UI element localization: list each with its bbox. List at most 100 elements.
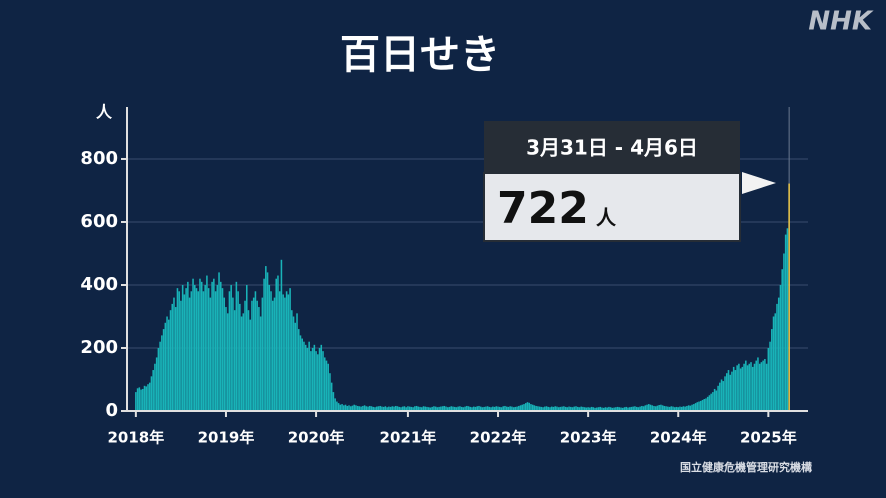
source: 国立健康危機管理研究機構 [680,460,812,474]
bar [415,405,418,411]
bar [192,278,194,411]
bar [377,406,380,411]
bar [687,405,690,411]
bar [176,288,179,411]
bar [686,405,688,411]
bar [497,406,499,411]
bar [677,407,680,411]
bar [602,407,605,411]
bar [502,406,505,411]
bar [173,297,175,411]
bar [772,316,775,411]
bar [478,405,480,411]
bar [414,406,416,411]
bar [556,406,558,411]
bar [699,400,702,411]
bar [190,291,193,411]
x-tick-label: 2022年 [470,429,527,447]
bar [446,407,449,411]
bar [589,407,591,411]
bar [381,406,383,411]
bar [206,275,208,411]
bar [675,406,678,411]
bar [271,300,274,411]
bar [162,329,165,411]
callout-header [484,121,740,173]
bar [715,390,718,411]
bar [784,234,787,411]
bar [606,407,608,411]
bar [441,406,444,411]
bar [748,363,751,411]
bar [592,407,595,411]
bar [507,406,510,411]
bar [268,284,271,411]
bar [635,406,638,411]
bar [611,407,614,411]
bar [462,407,465,411]
bar [661,405,664,411]
x-tick-label: 2024年 [650,429,707,447]
bar [209,297,212,411]
bar [479,406,482,411]
bar [258,307,260,411]
bar [455,407,458,411]
bar [469,406,472,411]
bar [346,405,349,411]
bar [758,363,761,411]
bar [585,407,588,411]
bar [337,403,340,411]
chart-title: 百日せき [340,32,500,78]
bar [578,407,581,411]
bar [783,253,785,411]
bar [226,313,229,411]
bar [774,313,777,411]
bar [665,406,667,411]
bar [277,275,279,411]
x-tick-label: 2023年 [560,429,617,447]
bar [712,392,714,411]
bar [332,392,335,411]
bar [235,281,238,411]
bar [349,406,352,411]
bar [318,347,321,411]
bar [750,362,752,411]
bar [563,406,565,411]
bar [386,407,388,411]
bar [434,406,437,411]
bar [495,406,498,411]
bar [767,347,770,411]
bar [367,406,369,411]
bar [336,401,338,411]
x-tick-label: 2018年 [107,429,164,447]
bar [343,405,345,411]
bar [550,406,553,411]
bar [436,407,439,411]
bar [601,407,603,411]
bar [207,288,210,411]
bar [311,347,314,411]
bar [256,300,258,411]
bar [779,284,782,411]
bar [493,406,496,411]
bar [457,406,459,411]
callout-pointer [742,172,776,194]
bar [187,281,189,411]
bar [249,319,252,411]
bar [143,385,146,411]
bar [488,406,491,411]
bar [294,322,297,411]
bar [384,406,387,411]
bar [627,407,629,411]
bar [261,297,264,411]
bar [405,407,407,411]
bar [396,406,399,411]
bar [689,405,692,411]
bar [353,404,355,411]
bar [625,406,628,411]
bar [696,402,699,411]
bar [426,406,428,411]
bar [639,406,641,411]
bar [573,406,576,411]
bar [755,360,757,411]
